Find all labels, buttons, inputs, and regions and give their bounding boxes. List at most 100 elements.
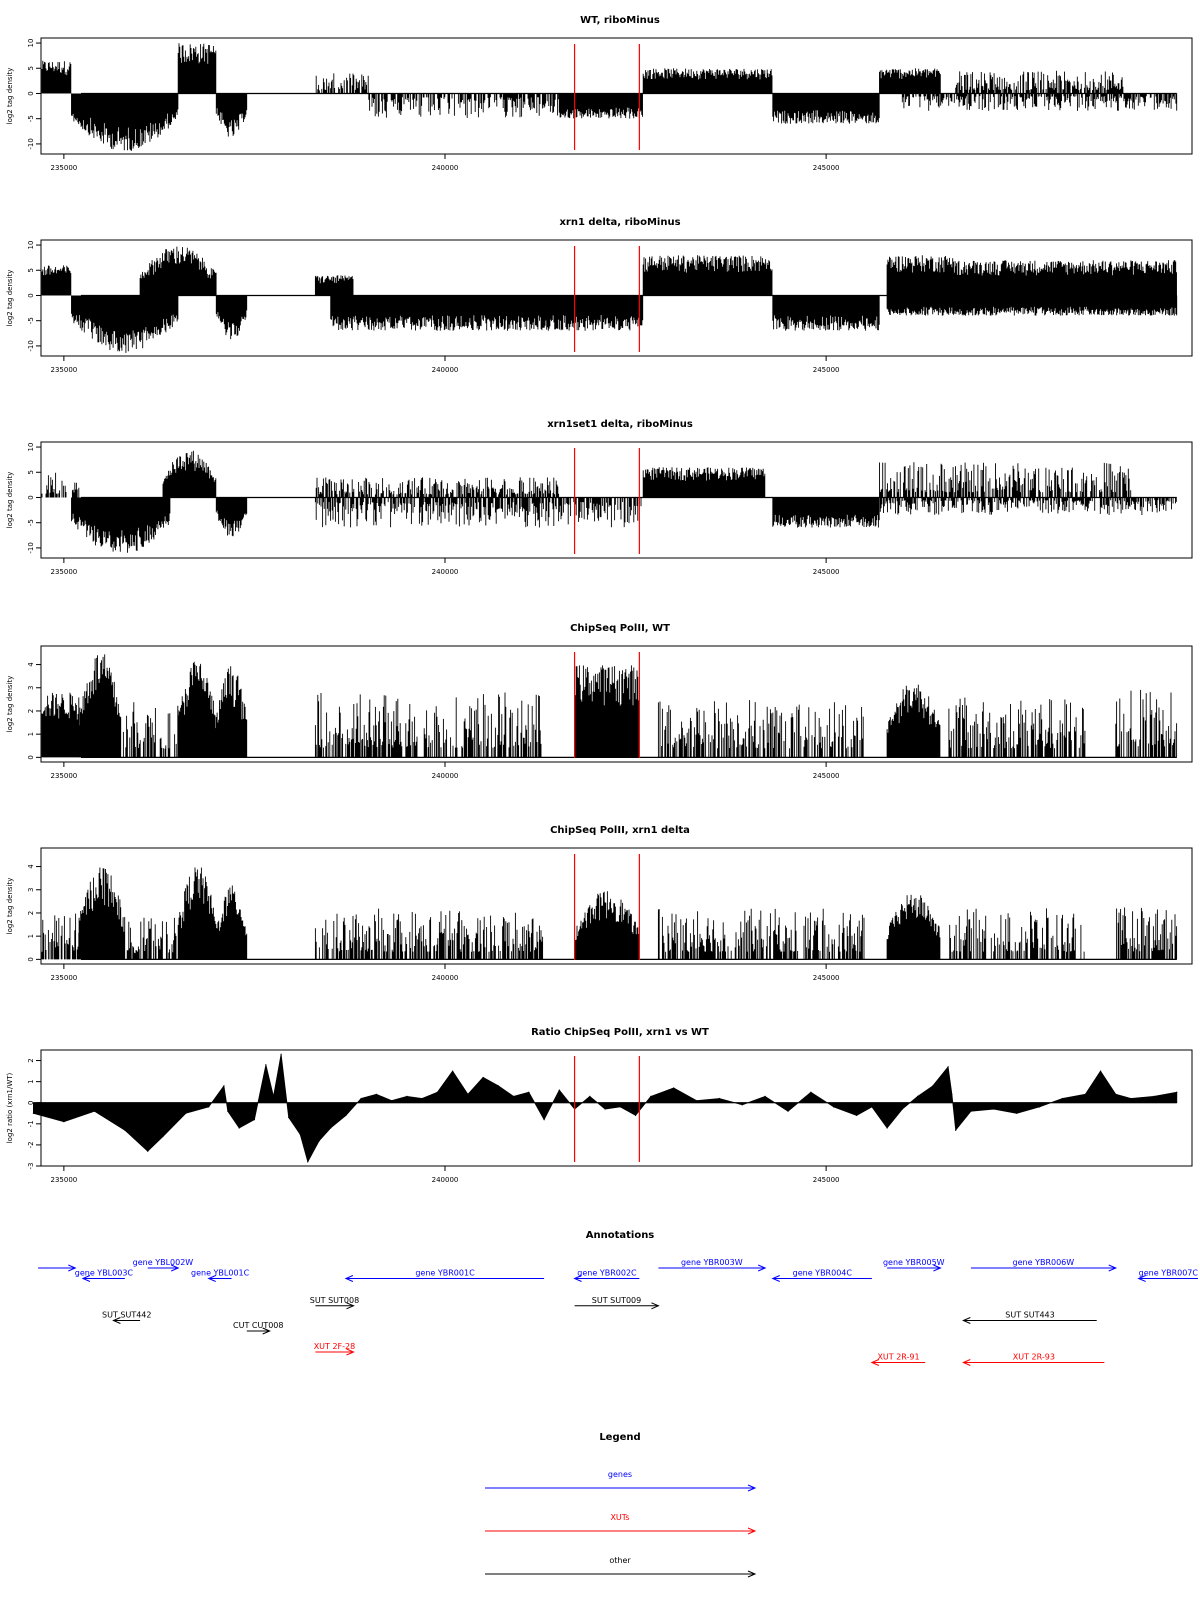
- panel-4: ChipSeq PolII, WT 235000 240000 245000 0 1 2 3 4…: [6, 623, 1193, 780]
- ratio-point: [482, 1076, 484, 1079]
- feature-label: gene YBR005W: [883, 1258, 945, 1267]
- data-marks: [32, 1053, 1178, 1163]
- signal-bars: [122, 702, 179, 758]
- feature-arrowhead: [344, 1275, 354, 1282]
- feature-label: XUT 2R-91: [877, 1353, 919, 1362]
- ratio-point: [32, 1112, 34, 1114]
- signal-segment: [1116, 907, 1178, 960]
- y-tick-label: 1: [27, 732, 35, 736]
- ratio-point: [253, 1119, 256, 1121]
- signal-segment: [314, 692, 542, 758]
- signal-segment: [879, 462, 1132, 498]
- annotation-feature: gene YBR007C: [1137, 1269, 1198, 1282]
- annotation-feature: gene YBR002C: [573, 1269, 640, 1282]
- y-tick-label: 1: [27, 934, 35, 938]
- feature-arrowhead: [651, 1302, 660, 1310]
- y-axis-label: log2 tag density: [6, 472, 14, 529]
- panel-title: ChipSeq PolII, xrn1 delta: [550, 825, 690, 836]
- ratio-point: [589, 1095, 591, 1097]
- signal-bars: [330, 295, 644, 331]
- ratio-point: [307, 1161, 309, 1163]
- x-tick-label: 245000: [813, 1176, 840, 1184]
- x-tick-label: 235000: [51, 1176, 78, 1184]
- x-tick-label: 240000: [432, 772, 459, 780]
- signal-bars: [368, 93, 559, 118]
- ratio-point: [124, 1129, 126, 1131]
- feature-label: gene YBL002W: [133, 1258, 194, 1267]
- signal-segment: [315, 477, 560, 498]
- ratio-point: [436, 1091, 438, 1093]
- feature-arrowhead: [573, 1275, 582, 1282]
- annotation-feature: gene YBR001C: [344, 1269, 545, 1282]
- feature-label: SUT SUT442: [102, 1311, 151, 1320]
- signal-segment: [177, 867, 217, 960]
- signal-segment: [886, 255, 956, 296]
- feature-label: gene YBR002C: [577, 1269, 637, 1278]
- x-tick-label: 245000: [813, 974, 840, 982]
- ratio-point: [970, 1110, 972, 1112]
- signal-bars: [177, 867, 217, 960]
- feature-label: gene YBL001C: [191, 1269, 250, 1278]
- ratio-point: [695, 1100, 698, 1102]
- annotation-feature: [38, 1264, 77, 1272]
- feature-arrowhead: [962, 1359, 971, 1366]
- ratio-point: [528, 1091, 530, 1093]
- y-axis-label: log2 tag density: [6, 878, 14, 935]
- signal-bars: [71, 295, 179, 353]
- signal-bars: [139, 246, 217, 296]
- y-tick-label: 4: [27, 662, 35, 667]
- ratio-point: [512, 1095, 515, 1097]
- signal-segment: [215, 295, 248, 340]
- signal-bars: [948, 697, 1086, 758]
- ratio-point: [1153, 1095, 1155, 1097]
- feature-label: CUT CUT008: [233, 1321, 283, 1330]
- ratio-point: [452, 1070, 454, 1072]
- ratio-point: [543, 1119, 545, 1121]
- y-tick-label: 2: [27, 1058, 35, 1062]
- ratio-point: [741, 1104, 743, 1106]
- feature-arrowhead: [870, 1359, 880, 1366]
- annotation-feature: XUT 2R-91: [870, 1353, 926, 1366]
- y-tick-label: 2: [27, 911, 35, 915]
- ratio-point: [558, 1089, 560, 1091]
- ratio-point: [360, 1097, 362, 1100]
- feature-arrowhead: [81, 1275, 91, 1282]
- x-tick-label: 240000: [432, 366, 459, 374]
- feature-arrowhead: [346, 1348, 355, 1356]
- signal-segment: [41, 913, 80, 960]
- panel-title: WT, riboMinus: [580, 15, 660, 26]
- signal-bars: [177, 661, 217, 758]
- signal-segment: [642, 467, 766, 498]
- ratio-point: [993, 1108, 995, 1110]
- y-tick-label: -1: [27, 1120, 35, 1127]
- ratio-point: [604, 1108, 606, 1110]
- signal-segment: [772, 295, 880, 331]
- signal-segment: [657, 908, 865, 960]
- y-tick-label: -2: [27, 1141, 35, 1148]
- data-marks: [41, 246, 1178, 353]
- signal-segment: [642, 255, 773, 296]
- ratio-point: [951, 1093, 953, 1095]
- y-tick-label: 10: [27, 39, 35, 48]
- signal-bars: [315, 477, 560, 498]
- y-tick-label: 10: [27, 241, 35, 250]
- ratio-point: [421, 1097, 423, 1100]
- ratio-point: [856, 1114, 858, 1116]
- panel-title: Ratio ChipSeq PolII, xrn1 vs WT: [531, 1027, 709, 1038]
- feature-label: gene YBR006W: [1013, 1258, 1075, 1267]
- annotations-track: Annotations gene YBL003C gene YBL002W gene …: [38, 1230, 1198, 1366]
- legend-item: XUTs: [485, 1513, 757, 1535]
- feature-label: gene YBR004C: [793, 1269, 853, 1278]
- ratio-point: [1038, 1106, 1041, 1108]
- ratio-point: [497, 1085, 499, 1087]
- signal-bars: [162, 450, 217, 498]
- signal-bars: [558, 93, 643, 119]
- legend-label: genes: [608, 1470, 632, 1479]
- annotation-feature: gene YBR004C: [771, 1269, 872, 1282]
- ratio-point: [833, 1106, 835, 1108]
- signal-segment: [772, 497, 880, 528]
- ratio-point: [886, 1127, 888, 1129]
- signal-segment: [879, 68, 941, 94]
- signal-bars: [215, 885, 248, 960]
- feature-label: gene YBR003W: [681, 1258, 743, 1267]
